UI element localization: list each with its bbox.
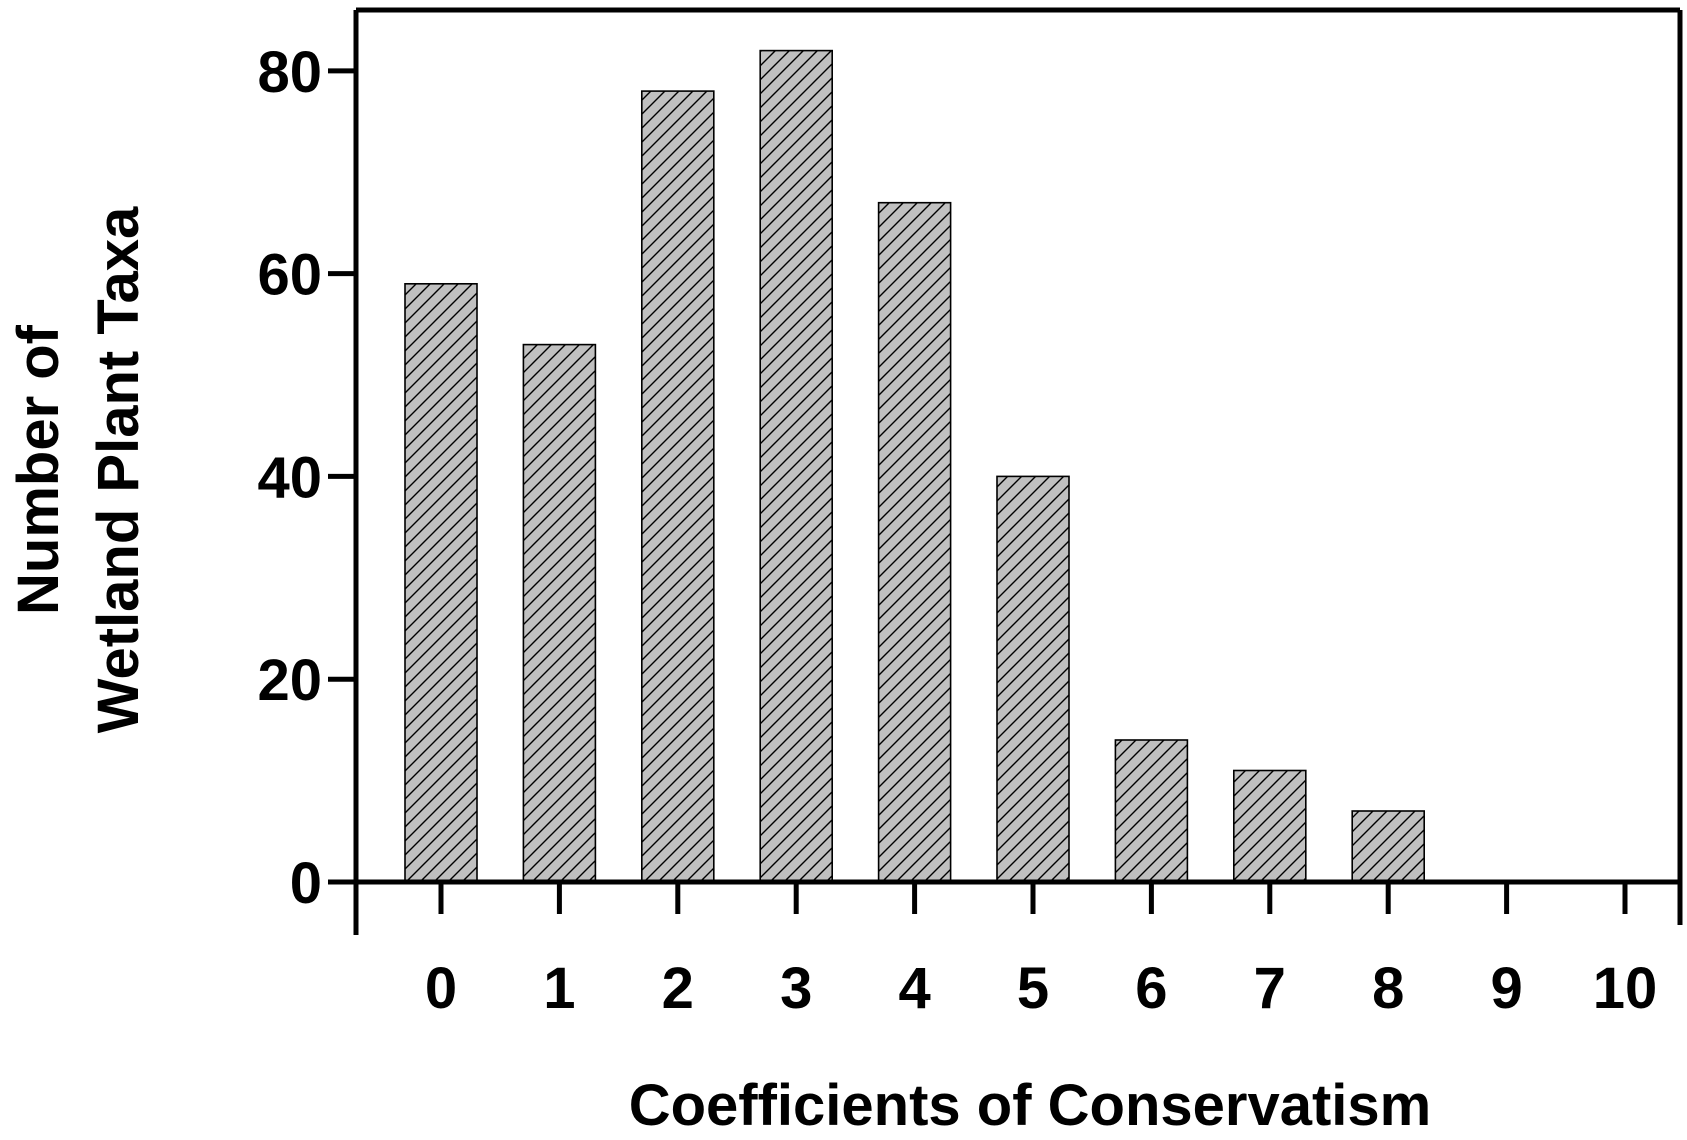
bar-4 xyxy=(877,201,952,883)
bar-3 xyxy=(759,49,834,883)
y-axis-title-line-2: Wetland Plant Taxa xyxy=(86,206,151,733)
bar-0 xyxy=(404,282,478,883)
bar-2 xyxy=(640,90,715,883)
y-tick-label-40: 40 xyxy=(257,445,322,510)
bar-6 xyxy=(1114,739,1189,883)
x-tick-label-2: 2 xyxy=(662,956,694,1021)
bar-1 xyxy=(522,343,597,883)
x-tick-label-10: 10 xyxy=(1593,956,1658,1021)
y-axis-title-line-1: Number of xyxy=(6,324,71,615)
y-axis-title: Number of Wetland Plant Taxa xyxy=(6,206,151,733)
bar-5 xyxy=(996,475,1070,883)
x-tick-label-0: 0 xyxy=(425,956,457,1021)
x-tick-label-3: 3 xyxy=(780,956,812,1021)
bar-7 xyxy=(1233,769,1307,883)
x-tick-label-4: 4 xyxy=(898,956,930,1021)
y-tick-label-60: 60 xyxy=(257,243,322,308)
x-tick-label-5: 5 xyxy=(1017,956,1049,1021)
x-tick-label-7: 7 xyxy=(1254,956,1286,1021)
x-tick-label-8: 8 xyxy=(1372,956,1404,1021)
y-tick-label-80: 80 xyxy=(257,40,322,105)
x-tick-label-6: 6 xyxy=(1135,956,1167,1021)
bar-8 xyxy=(1351,810,1425,883)
x-tick-label-1: 1 xyxy=(543,956,575,1021)
y-tick-label-0: 0 xyxy=(290,851,322,916)
y-axis: 0 20 40 60 80 xyxy=(257,7,1683,935)
x-tick-label-9: 9 xyxy=(1490,956,1522,1021)
x-axis: 0 1 2 3 4 5 6 7 8 9 10 xyxy=(356,879,1680,1021)
bars-group xyxy=(404,49,1425,883)
x-axis-title: Coefficients of Conservatism xyxy=(629,1073,1432,1138)
y-tick-label-20: 20 xyxy=(257,648,322,713)
